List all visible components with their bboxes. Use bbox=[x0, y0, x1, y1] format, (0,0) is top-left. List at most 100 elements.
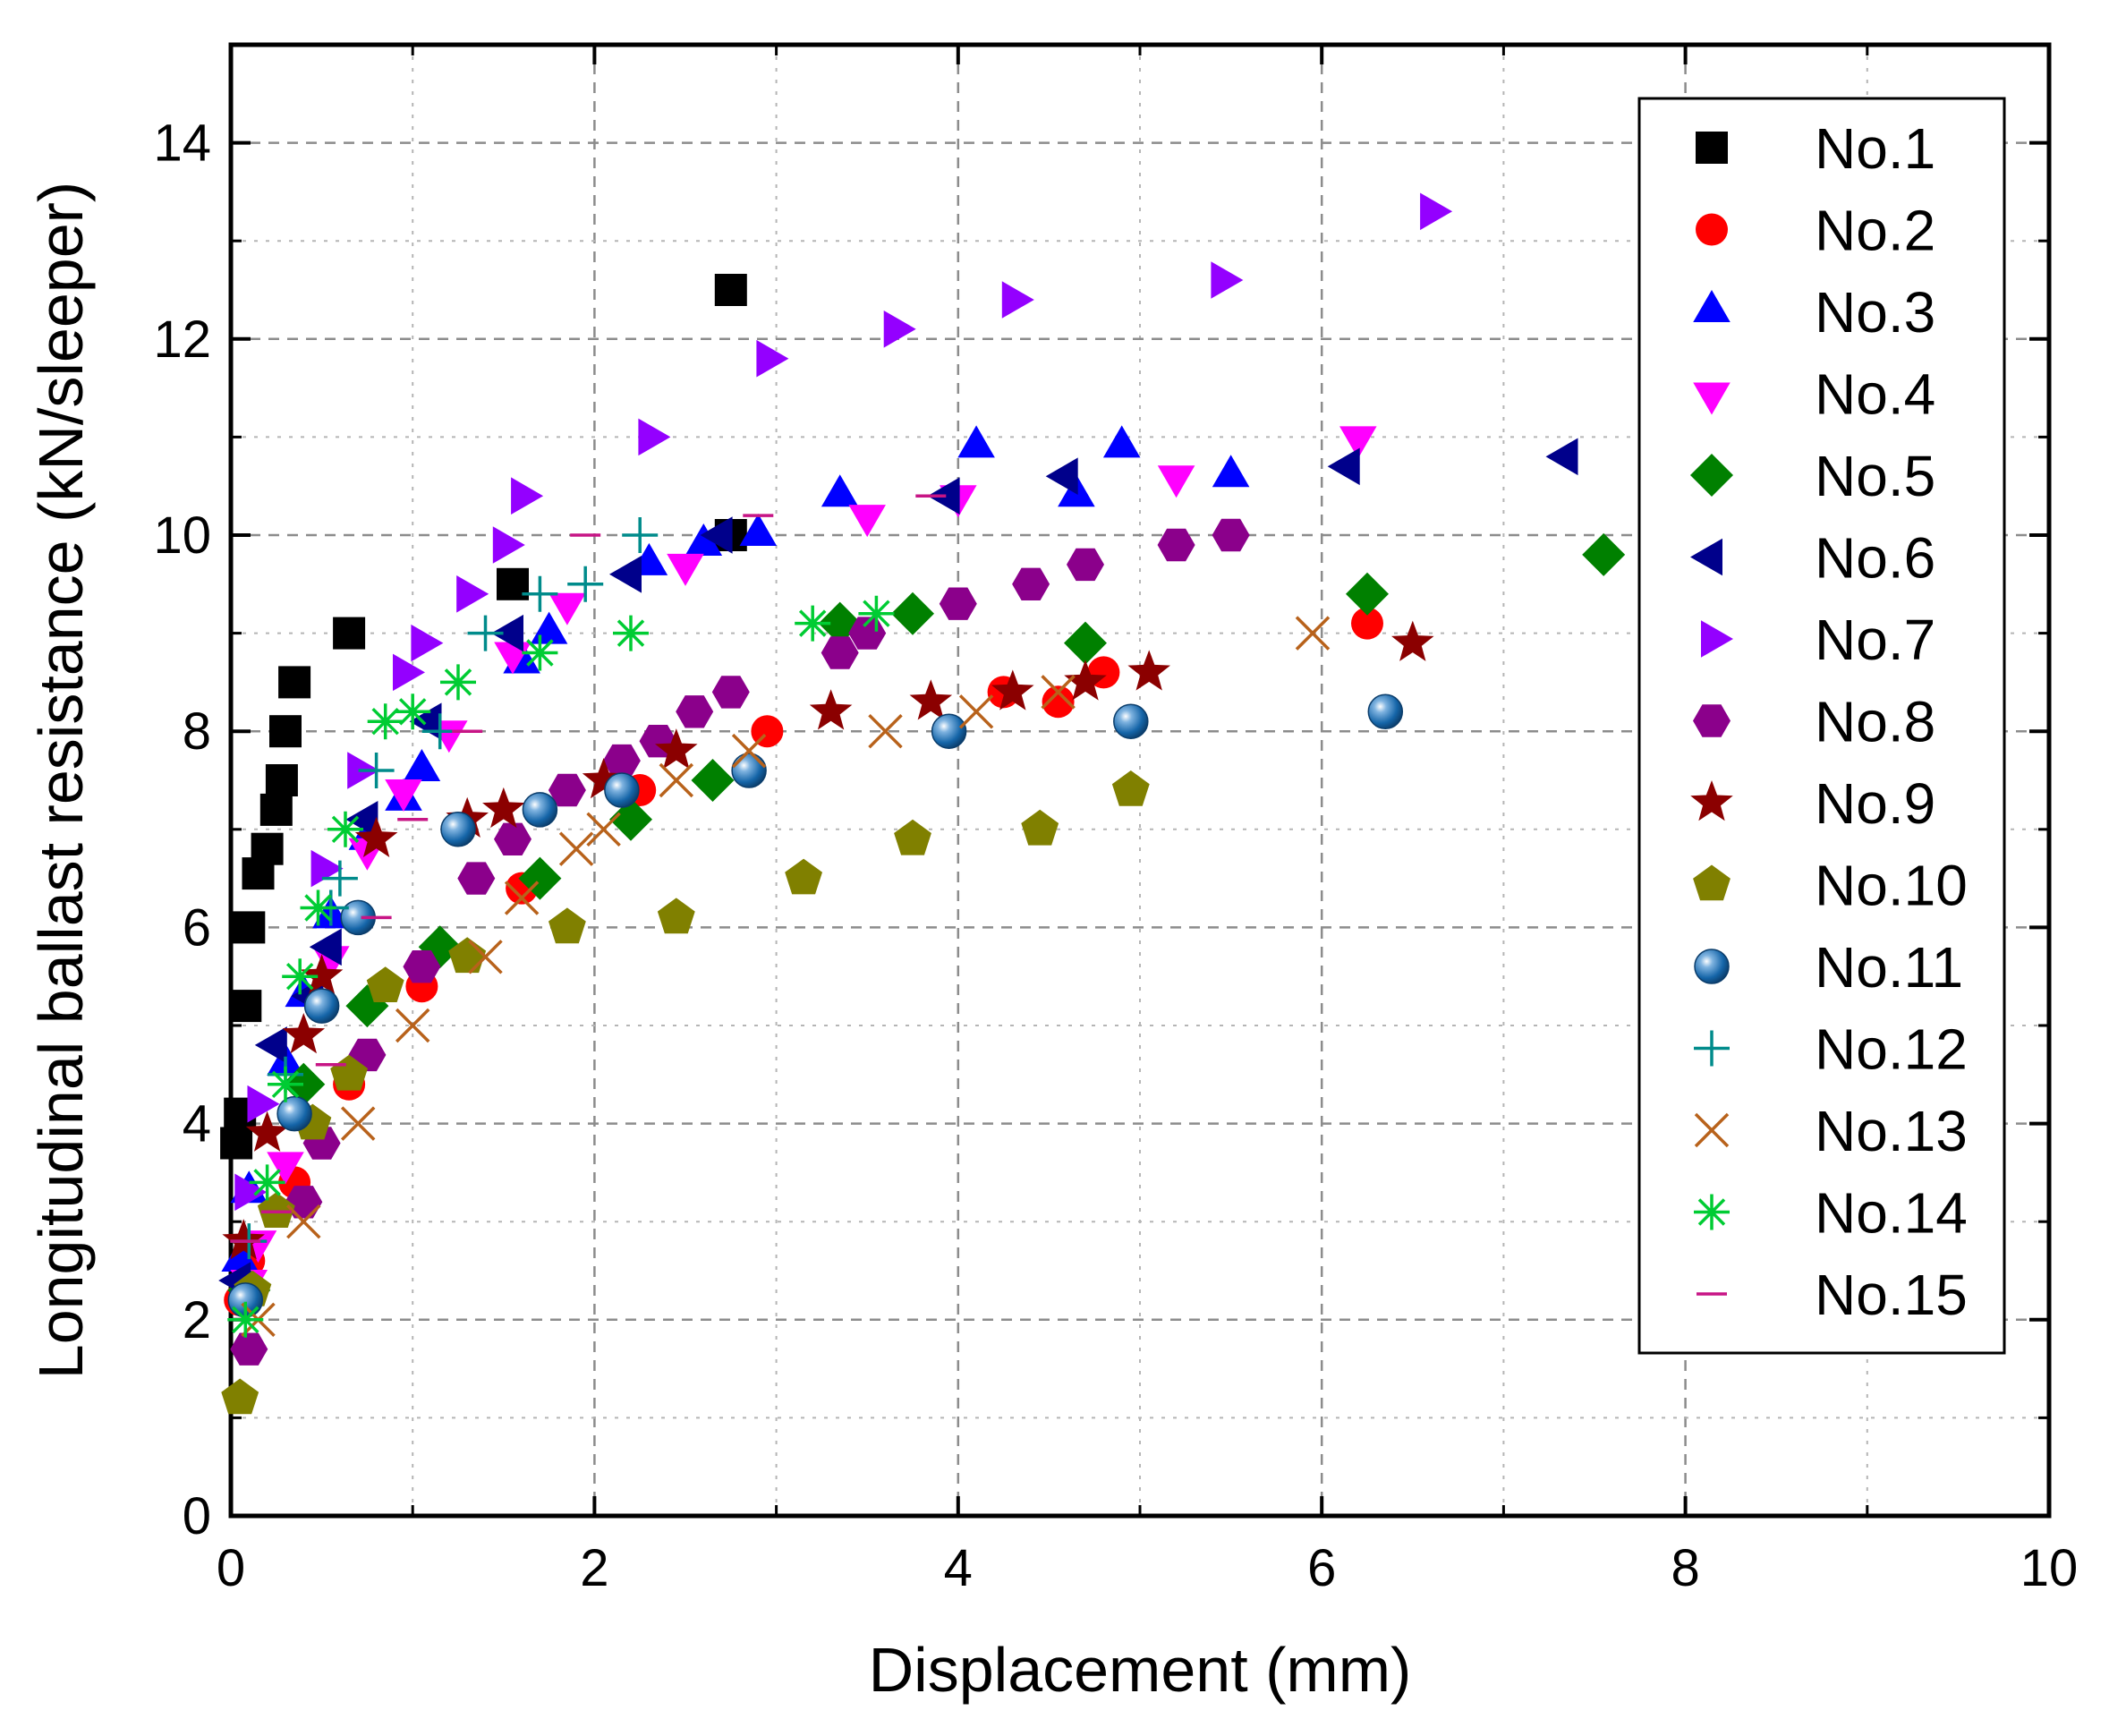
series-no-7 bbox=[234, 192, 1453, 1212]
series-no-2 bbox=[224, 607, 1383, 1316]
y-tick-label: 12 bbox=[153, 311, 211, 369]
data-point bbox=[957, 425, 995, 458]
marker-shape bbox=[269, 715, 302, 748]
data-point bbox=[411, 624, 444, 662]
data-point bbox=[227, 1301, 264, 1338]
data-point bbox=[756, 339, 789, 378]
data-point bbox=[269, 715, 302, 748]
y-tick-label: 8 bbox=[183, 702, 211, 761]
marker-shape bbox=[714, 274, 747, 306]
marker-shape bbox=[286, 1204, 321, 1239]
marker-shape bbox=[613, 615, 649, 651]
marker-shape bbox=[609, 797, 652, 841]
marker-shape bbox=[395, 1008, 430, 1043]
marker-shape bbox=[567, 566, 604, 602]
marker-shape bbox=[456, 575, 489, 613]
data-point bbox=[327, 811, 363, 847]
marker-shape bbox=[247, 1085, 280, 1123]
marker-shape bbox=[1211, 261, 1244, 299]
marker-shape bbox=[1042, 685, 1075, 719]
data-point bbox=[1211, 261, 1244, 299]
marker-shape bbox=[809, 689, 853, 730]
marker-shape bbox=[667, 553, 704, 586]
marker-shape bbox=[1346, 572, 1389, 616]
legend-label: No.9 bbox=[1815, 771, 1935, 836]
data-point bbox=[739, 514, 778, 546]
marker-shape bbox=[440, 664, 476, 701]
marker-shape bbox=[548, 773, 586, 807]
marker-shape bbox=[278, 666, 311, 699]
marker-shape bbox=[1012, 567, 1050, 600]
data-point bbox=[582, 758, 625, 799]
data-point bbox=[604, 772, 640, 808]
marker-shape bbox=[403, 950, 441, 983]
series-no-9 bbox=[222, 620, 1434, 1260]
data-point bbox=[667, 553, 704, 586]
legend-marker bbox=[1696, 132, 1728, 164]
data-point bbox=[1346, 572, 1389, 616]
data-point bbox=[345, 801, 378, 838]
data-point bbox=[1212, 518, 1250, 552]
data-point bbox=[1064, 621, 1107, 665]
marker-shape bbox=[327, 811, 363, 847]
marker-shape bbox=[1127, 650, 1170, 691]
data-point bbox=[282, 958, 319, 995]
data-point bbox=[622, 517, 659, 553]
marker-shape bbox=[1001, 281, 1034, 319]
marker-shape bbox=[504, 881, 540, 915]
data-point bbox=[1064, 660, 1107, 701]
data-point bbox=[1012, 567, 1050, 600]
marker-shape bbox=[582, 758, 625, 799]
legend-label: No.11 bbox=[1815, 935, 1963, 1000]
data-point bbox=[254, 1026, 287, 1064]
marker-shape bbox=[1693, 704, 1731, 737]
marker-shape bbox=[548, 907, 586, 944]
data-point bbox=[300, 889, 336, 926]
x-tick-label: 6 bbox=[1307, 1539, 1336, 1597]
data-point bbox=[548, 773, 586, 807]
marker-shape bbox=[1690, 454, 1733, 497]
marker-shape bbox=[1690, 780, 1733, 821]
data-point bbox=[278, 666, 311, 699]
legend-marker bbox=[1693, 382, 1731, 415]
data-point bbox=[230, 1332, 268, 1366]
marker-shape bbox=[756, 339, 789, 378]
marker-shape bbox=[1420, 192, 1453, 231]
data-point bbox=[276, 1095, 312, 1132]
marker-shape bbox=[868, 713, 903, 749]
data-point bbox=[403, 950, 441, 983]
data-point bbox=[249, 1164, 285, 1201]
data-point bbox=[310, 849, 344, 888]
marker-shape bbox=[340, 1106, 376, 1141]
data-point bbox=[234, 1173, 268, 1212]
data-point bbox=[267, 1152, 304, 1185]
data-point bbox=[268, 1066, 303, 1102]
data-point bbox=[883, 311, 916, 348]
data-point bbox=[385, 779, 422, 812]
data-point bbox=[259, 793, 293, 826]
marker-shape bbox=[221, 1378, 259, 1415]
marker-shape bbox=[254, 1026, 287, 1064]
series-no-5 bbox=[227, 532, 1626, 1312]
data-point bbox=[482, 787, 525, 829]
marker-shape bbox=[249, 1164, 285, 1201]
marker-shape bbox=[522, 634, 558, 671]
data-point bbox=[1111, 770, 1150, 806]
y-tick-label: 14 bbox=[153, 115, 211, 173]
marker-shape bbox=[467, 615, 504, 651]
marker-shape bbox=[300, 954, 344, 995]
data-point bbox=[440, 664, 476, 701]
data-point bbox=[676, 695, 714, 728]
x-tick-label: 8 bbox=[1671, 1539, 1699, 1597]
data-point bbox=[303, 988, 340, 1024]
data-point bbox=[567, 566, 604, 602]
data-point bbox=[868, 713, 903, 749]
marker-shape bbox=[931, 713, 967, 749]
marker-shape bbox=[230, 1332, 268, 1366]
data-point bbox=[891, 591, 934, 635]
data-point bbox=[1045, 457, 1078, 495]
data-point bbox=[795, 605, 831, 642]
marker-shape bbox=[220, 1127, 253, 1160]
data-point bbox=[395, 1008, 430, 1043]
